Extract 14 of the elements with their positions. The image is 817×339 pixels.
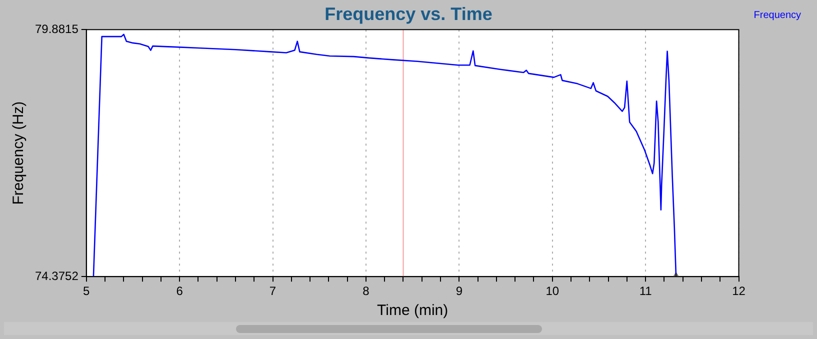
x-tick-label: 5 bbox=[83, 284, 90, 298]
x-tick-label: 10 bbox=[546, 284, 560, 298]
x-axis-title: Time (min) bbox=[377, 302, 448, 320]
x-tick-label: 11 bbox=[639, 284, 652, 298]
x-tick-label: 7 bbox=[269, 284, 276, 298]
x-tick-label: 8 bbox=[362, 284, 370, 298]
y-tick-label: 74.3752 bbox=[34, 268, 79, 283]
y-axis-title: Frequency (Hz) bbox=[10, 101, 28, 205]
x-tick-label: 9 bbox=[456, 284, 463, 298]
chart-title: Frequency vs. Time bbox=[324, 4, 492, 24]
y-tick-label: 79.8815 bbox=[34, 22, 79, 36]
x-tick-label: 12 bbox=[732, 284, 746, 298]
text: Frequency bbox=[754, 10, 802, 21]
x-tick-label: 6 bbox=[176, 284, 184, 298]
